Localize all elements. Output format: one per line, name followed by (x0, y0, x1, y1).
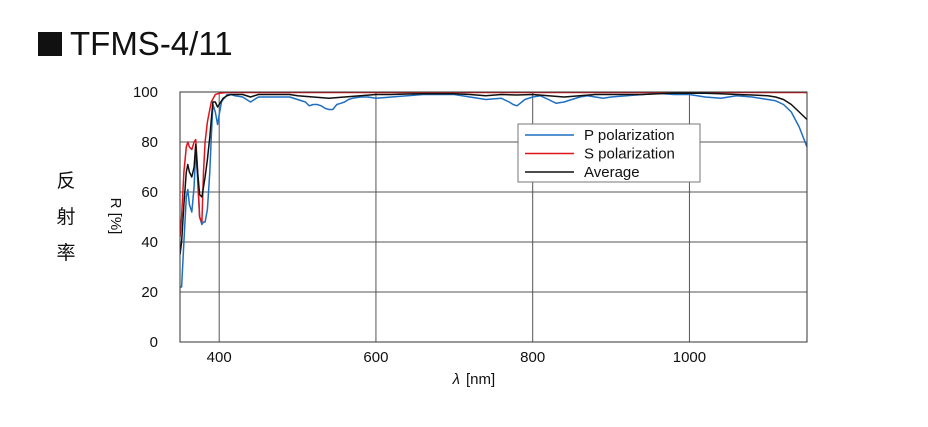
y-tick-label: 20 (141, 284, 158, 301)
plot-frame (179, 91, 808, 343)
x-axis-label: λ [nm] (452, 371, 496, 388)
x-tick-label: 600 (363, 349, 388, 366)
series-line-p-polarization (180, 92, 807, 288)
x-axis-unit: [nm] (466, 371, 495, 388)
y-tick-label: 0 (150, 334, 158, 351)
x-tick-label: 1000 (673, 349, 706, 366)
series-line-average (180, 92, 807, 255)
x-tick-label: 800 (520, 349, 545, 366)
y-tick-label: 40 (141, 234, 158, 251)
legend-label: S polarization (584, 146, 675, 163)
x-axis-symbol: λ (452, 371, 460, 388)
y-tick-label: 80 (141, 134, 158, 151)
side-label-reflectance: 反 射 率 (54, 163, 78, 271)
series-lines (180, 91, 807, 288)
legend-label: P polarization (584, 127, 675, 144)
y-axis-label: R [%] (107, 198, 124, 235)
side-label-char-2: 射 (56, 206, 76, 228)
side-label-char-3: 率 (56, 242, 76, 264)
side-label-char-1: 反 (56, 170, 76, 192)
chart-title: TFMS-4/11 (38, 24, 233, 64)
x-tick-label: 400 (207, 349, 232, 366)
y-tick-label: 100 (133, 84, 158, 101)
y-tick-label: 60 (141, 184, 158, 201)
tick-labels: 0 20 40 60 80 100 400 600 800 1000 (133, 84, 706, 366)
legend-label: Average (584, 164, 640, 181)
grid-lines (180, 92, 807, 342)
title-text: TFMS-4/11 (70, 25, 233, 62)
title-square-marker (38, 32, 62, 56)
series-line-s-polarization (180, 91, 807, 238)
